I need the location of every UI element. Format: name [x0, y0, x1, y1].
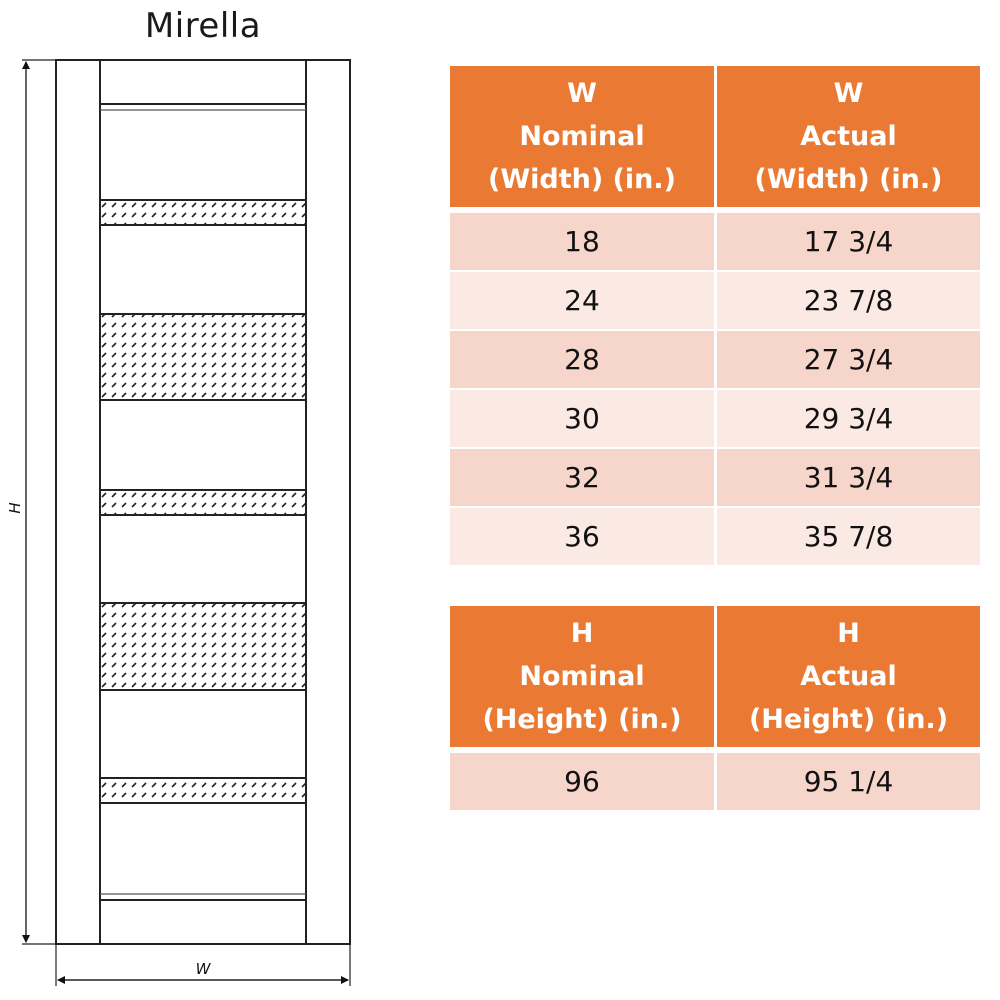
actual-width-cell: 27 3/4 [714, 329, 980, 388]
height-table: H Nominal (Height) (in.) H Actual (Heigh… [450, 606, 980, 810]
nominal-width-cell: 28 [450, 329, 714, 388]
glass-panel-3 [99, 489, 307, 516]
width-table-header-row: W Nominal (Width) (in.) W Actual (Width)… [450, 66, 980, 211]
header-line: W [833, 78, 864, 109]
header-h-nominal: H Nominal (Height) (in.) [450, 606, 714, 751]
header-line: (Width) (in.) [754, 164, 943, 195]
height-label: H [6, 502, 24, 513]
width-dimension: W [55, 944, 351, 986]
glass-panel-2 [99, 313, 307, 401]
table-row: 18 17 3/4 [450, 211, 980, 270]
header-line: Nominal [519, 121, 645, 152]
height-table-header-row: H Nominal (Height) (in.) H Actual (Heigh… [450, 606, 980, 751]
top-rail [100, 103, 306, 111]
nominal-width-cell: 36 [450, 506, 714, 565]
actual-height-cell: 95 1/4 [714, 751, 980, 810]
header-w-nominal: W Nominal (Width) (in.) [450, 66, 714, 211]
actual-width-cell: 17 3/4 [714, 211, 980, 270]
header-w-actual: W Actual (Width) (in.) [714, 66, 980, 211]
door-diagram: H W [6, 59, 351, 986]
actual-width-cell: 23 7/8 [714, 270, 980, 329]
actual-width-cell: 29 3/4 [714, 388, 980, 447]
bottom-rail [100, 893, 306, 901]
header-line: Actual [800, 661, 897, 692]
header-line: (Height) (in.) [482, 704, 682, 735]
nominal-width-cell: 32 [450, 447, 714, 506]
header-line: H [570, 618, 594, 649]
actual-width-cell: 31 3/4 [714, 447, 980, 506]
header-line: Nominal [519, 661, 645, 692]
glass-panel-5 [99, 777, 307, 804]
header-line: W [567, 78, 597, 109]
door-model-title: Mirella [144, 6, 262, 46]
header-line: Actual [800, 121, 897, 152]
table-row: 28 27 3/4 [450, 329, 980, 388]
nominal-height-cell: 96 [450, 751, 714, 810]
header-line: (Width) (in.) [488, 164, 676, 195]
nominal-width-cell: 18 [450, 211, 714, 270]
width-table: W Nominal (Width) (in.) W Actual (Width)… [450, 66, 980, 565]
table-row: 24 23 7/8 [450, 270, 980, 329]
table-row: 32 31 3/4 [450, 447, 980, 506]
height-dimension: H [6, 59, 56, 945]
actual-width-cell: 35 7/8 [714, 506, 980, 565]
table-row: 36 35 7/8 [450, 506, 980, 565]
nominal-width-cell: 30 [450, 388, 714, 447]
header-line: H [837, 618, 860, 649]
glass-panel-1 [99, 199, 307, 226]
glass-panel-4 [99, 602, 307, 691]
header-line: (Height) (in.) [748, 704, 949, 735]
header-h-actual: H Actual (Height) (in.) [714, 606, 980, 751]
glass-panels [99, 199, 307, 804]
table-row: 96 95 1/4 [450, 751, 980, 810]
nominal-width-cell: 24 [450, 270, 714, 329]
width-label: W [196, 960, 212, 978]
table-row: 30 29 3/4 [450, 388, 980, 447]
